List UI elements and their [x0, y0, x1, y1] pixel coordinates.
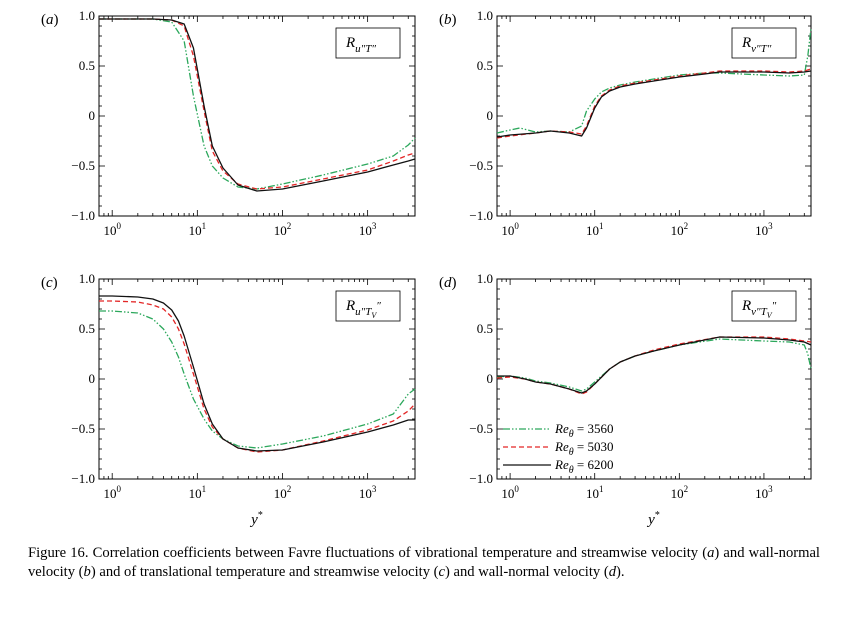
annotation-box — [731, 290, 797, 322]
y-tick-label: −1.0 — [71, 208, 95, 223]
series-line-s3560 — [99, 310, 416, 449]
y-tick-label: 0 — [487, 108, 494, 123]
panel-label: (d) — [439, 275, 457, 291]
y-tick-label: −0.5 — [71, 158, 95, 173]
annotation-label: Rv″T″ — [741, 35, 772, 55]
y-tick-label: 0 — [89, 371, 96, 386]
x-tick-label: 101 — [586, 221, 604, 238]
y-tick-label: 1.0 — [477, 271, 493, 286]
series-line-s6200 — [497, 336, 812, 394]
annotation-label: Rv″TV″ — [741, 298, 777, 320]
series-line-s5030 — [496, 68, 812, 139]
y-tick-label: 0.5 — [79, 321, 95, 336]
panel-b: 100 101 102 103 1.0 0.5 0 −0.5 −1.0 (b) Rv″T″ — [439, 8, 812, 238]
y-tick-label: −0.5 — [469, 421, 493, 436]
series-line-s6200 — [496, 70, 812, 138]
panel-a: 100 101 102 103 1.0 0.5 0 −0.5 −1.0 (a) Ru″T″ — [41, 8, 416, 238]
x-axis-label: y* — [646, 510, 660, 528]
series-line-s5030 — [99, 300, 416, 453]
panel-label: (a) — [41, 12, 59, 28]
x-tick-label: 100 — [501, 484, 519, 501]
y-tick-label: 0 — [487, 371, 494, 386]
y-tick-label: 0.5 — [79, 58, 95, 73]
x-tick-label: 103 — [755, 221, 773, 238]
legend-label: Reθ = 3560 — [554, 421, 613, 440]
figure-caption: Figure 16. Correlation coefficients betw… — [28, 545, 820, 580]
x-tick-label: 102 — [274, 484, 292, 501]
x-tick-label: 101 — [189, 221, 207, 238]
annotation-label: Ru″TV″ — [345, 298, 381, 320]
panel-label: (b) — [439, 12, 457, 28]
y-tick-label: 1.0 — [79, 271, 95, 286]
x-tick-label: 100 — [103, 221, 121, 238]
y-tick-label: 1.0 — [79, 8, 95, 23]
x-tick-label: 101 — [586, 484, 604, 501]
y-tick-label: −1.0 — [469, 208, 493, 223]
x-tick-label: 100 — [103, 484, 121, 501]
series-line-s6200 — [99, 295, 415, 452]
y-tick-label: −1.0 — [469, 471, 493, 486]
y-tick-label: 0.5 — [477, 58, 493, 73]
panel-d: 100 101 102 103 1.0 0.5 0 −0.5 −1.0 (d) Rv″TV″ — [439, 271, 812, 501]
panel-label: (c) — [41, 275, 58, 291]
x-tick-label: 103 — [359, 221, 377, 238]
series-line-s6200 — [99, 18, 416, 192]
x-tick-label: 102 — [671, 484, 689, 501]
y-tick-label: −1.0 — [71, 471, 95, 486]
series-line-s3560 — [99, 18, 416, 190]
y-tick-label: −0.5 — [469, 158, 493, 173]
x-tick-label: 103 — [755, 484, 773, 501]
y-tick-label: −0.5 — [71, 421, 95, 436]
x-tick-label: 103 — [359, 484, 377, 501]
y-tick-label: 0 — [89, 108, 96, 123]
series-line-s3560 — [496, 27, 812, 134]
x-axis-label: y* — [249, 510, 263, 528]
x-tick-label: 102 — [671, 221, 689, 238]
annotation-box — [335, 27, 401, 59]
annotation-box — [731, 27, 797, 59]
panel-c: 100 101 102 103 1.0 0.5 0 −0.5 −1.0 (c) Ru″TV″ — [41, 271, 416, 501]
y-tick-label: 0.5 — [477, 321, 493, 336]
annotation-box — [335, 290, 401, 322]
x-tick-label: 101 — [189, 484, 207, 501]
series-line-s5030 — [496, 336, 812, 395]
legend-label: Reθ = 6200 — [554, 457, 613, 476]
annotation-label: Ru″T″ — [345, 35, 376, 55]
x-tick-label: 102 — [274, 221, 292, 238]
x-tick-label: 100 — [501, 221, 519, 238]
legend-label: Reθ = 5030 — [554, 439, 613, 458]
y-tick-label: 1.0 — [477, 8, 493, 23]
